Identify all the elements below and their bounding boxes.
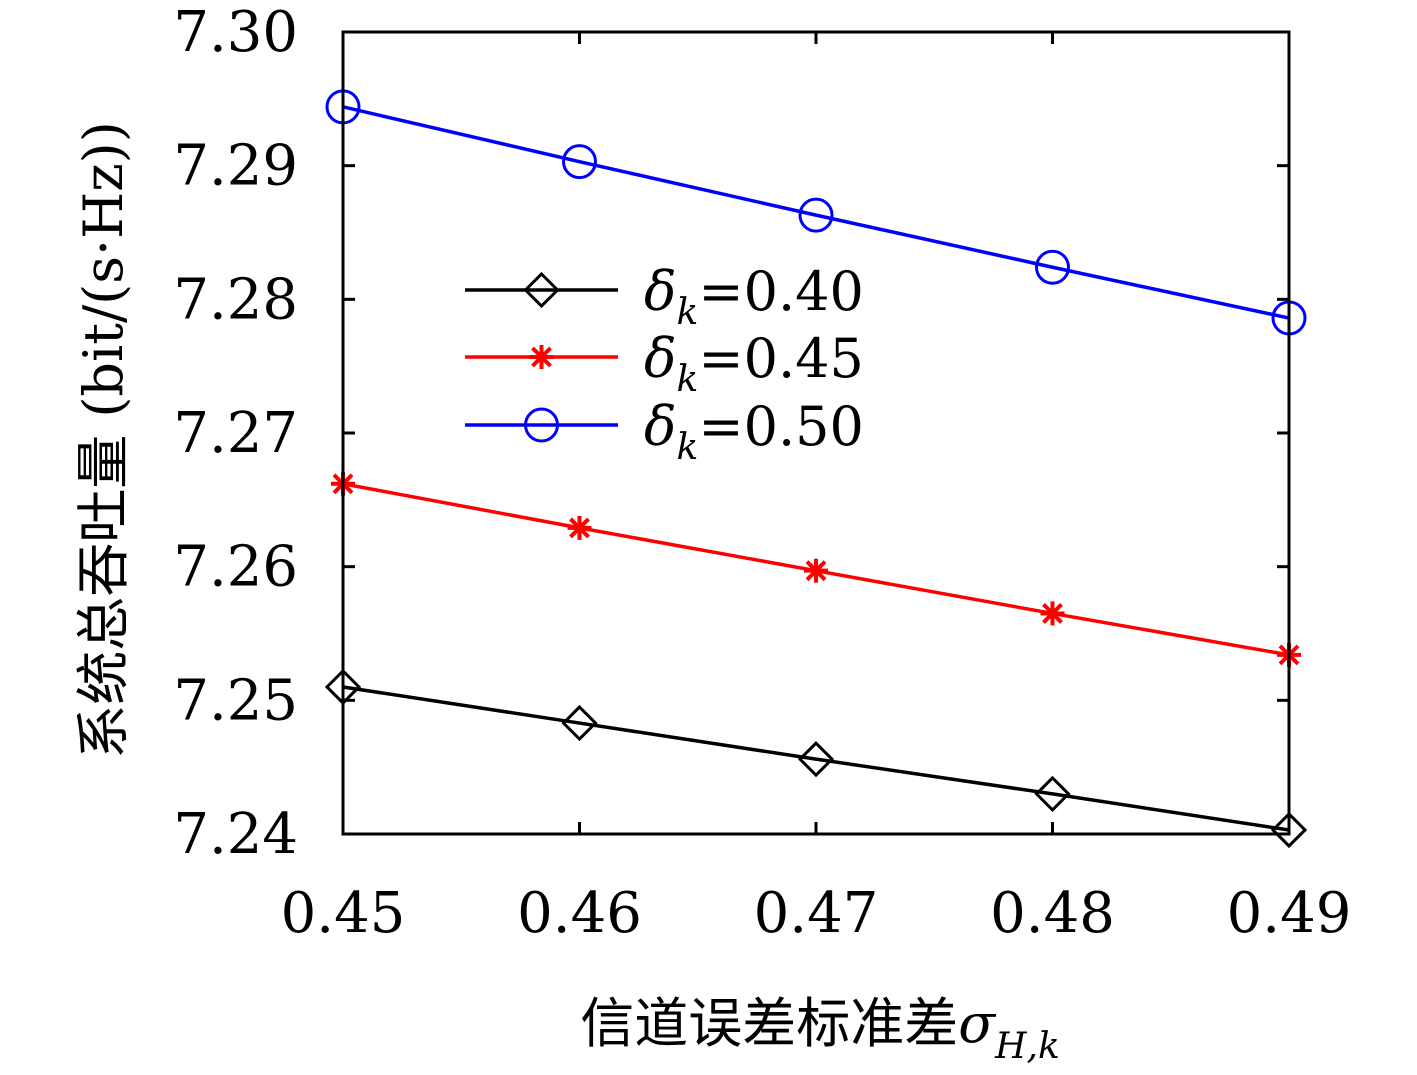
data-point-0 [1034, 775, 1071, 813]
x-tick-label: 0.48 [990, 881, 1115, 946]
data-point-1 [567, 515, 592, 540]
legend-marker-2 [524, 407, 559, 443]
data-point-2 [798, 197, 834, 233]
y-tick-label: 7.27 [173, 401, 298, 466]
series-lines [324, 89, 1308, 849]
y-axis-title: 系统总吞吐量 (bit/(s·Hz)) [72, 121, 135, 759]
y-tick-label: 7.26 [173, 535, 298, 600]
y-tick-label: 7.28 [173, 267, 298, 332]
legend-marker-1 [529, 345, 554, 369]
circle-marker-shape [562, 144, 597, 180]
data-point-2 [1035, 249, 1070, 285]
y-tick-label: 7.29 [173, 134, 298, 199]
legend-label-0: δk=0.40 [644, 260, 864, 333]
circle-marker-shape [798, 197, 834, 233]
x-tick-label: 0.47 [754, 881, 879, 946]
y-tick-label: 7.25 [173, 668, 298, 733]
asterisk-stroke [531, 346, 552, 368]
series-line-2 [342, 105, 1290, 320]
data-point-0 [1270, 811, 1308, 849]
x-axis-title: 信道误差标准差σH,k [580, 992, 1060, 1067]
data-point-0 [561, 704, 598, 742]
y-tick-label: 7.30 [173, 0, 298, 65]
circle-marker-shape [1035, 249, 1070, 285]
diamond-marker-shape [1270, 811, 1308, 849]
diamond-marker-shape [1034, 775, 1071, 813]
axis-ticks: 0.45 0.46 0.47 0.48 0.49 7.24 7.25 7.26 7.27 7.28… [173, 0, 1351, 946]
data-point-1 [1040, 601, 1065, 626]
x-tick-label: 0.49 [1227, 881, 1352, 946]
legend-marker-0 [523, 271, 560, 309]
diamond-marker-shape [797, 741, 835, 778]
legend-label-2: δk=0.50 [644, 395, 864, 468]
axis-labels: 信道误差标准差σH,k 系统总吞吐量 (bit/(s·Hz)) [72, 121, 1060, 1067]
asterisk-stroke [1042, 603, 1063, 624]
data-point-2 [562, 144, 597, 180]
series-line-0 [342, 685, 1290, 832]
y-tick-label: 7.24 [173, 802, 298, 867]
asterisk-stroke [805, 560, 827, 582]
plot-frame [341, 30, 1291, 836]
diamond-marker-shape [523, 271, 560, 309]
data-point-1 [804, 558, 828, 583]
circle-marker-shape [524, 407, 559, 443]
x-tick-label: 0.45 [281, 881, 406, 946]
legend-label-1: δk=0.45 [644, 327, 864, 400]
asterisk-stroke [569, 517, 590, 539]
x-tick-label: 0.46 [517, 881, 642, 946]
data-point-0 [797, 741, 835, 778]
diamond-marker-shape [561, 704, 598, 742]
